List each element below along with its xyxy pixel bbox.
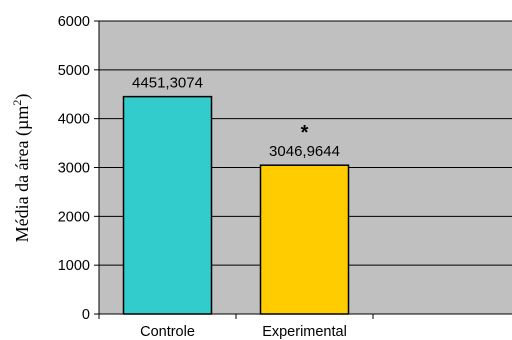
bar-experimental — [259, 164, 350, 315]
y-axis-label: Média da área (µm2) — [10, 94, 33, 243]
y-axis-label-text: Média da área (µm — [12, 106, 33, 243]
data-label-controle: 4451,3074 — [132, 75, 203, 92]
y-axis-label-superscript: 2 — [10, 100, 24, 106]
bars: 4451,3074 3046,9644* — [122, 75, 350, 315]
y-tick-label: 3000 — [58, 161, 90, 177]
y-tick-label: 6000 — [58, 14, 90, 30]
y-tick-label: 5000 — [58, 63, 90, 79]
y-axis: 0 1000 2000 3000 4000 5000 6000 — [58, 14, 100, 323]
x-tick-label-controle: Controle — [140, 324, 195, 340]
y-tick-label: 0 — [82, 307, 90, 323]
y-tick-label: 1000 — [58, 258, 90, 274]
y-tick-label: 4000 — [58, 112, 90, 128]
y-tick-label: 2000 — [58, 209, 90, 225]
y-axis-label-suffix: ) — [12, 94, 33, 100]
x-tick-label-experimental: Experimental — [262, 324, 347, 340]
data-label-experimental: 3046,9644 — [269, 143, 340, 160]
x-axis: Controle Experimental — [94, 313, 512, 340]
bar-controle — [122, 95, 213, 315]
significance-asterisk: * — [301, 122, 309, 144]
